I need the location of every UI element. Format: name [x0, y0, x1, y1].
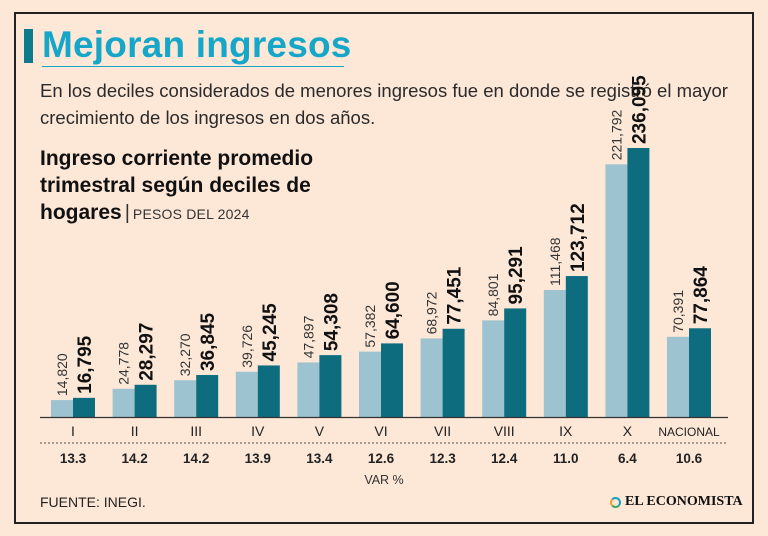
chart-title: Ingreso corriente promedio trimestral se…	[40, 145, 370, 228]
bar-2022	[359, 351, 381, 417]
bar-2024	[73, 397, 95, 417]
headline: Mejoran ingresos	[42, 24, 352, 65]
bar-2024	[442, 328, 465, 417]
var-pct-label: 13.3	[60, 451, 87, 466]
var-pct-label: 10.6	[676, 451, 703, 466]
data-label-2024: 36,845	[198, 312, 219, 371]
var-pct-label: 6.4	[618, 451, 637, 466]
bar-2022	[420, 338, 443, 417]
category-label: IV	[251, 423, 265, 439]
var-pct-caption: VAR %	[364, 473, 403, 487]
bar-2024	[257, 365, 280, 417]
data-label-2024: 123,712	[568, 203, 589, 272]
data-label-2024: 54,308	[321, 293, 342, 351]
data-label-2022: 84,801	[485, 273, 501, 316]
headline-underline	[42, 66, 344, 67]
chart-subtitle: PESOS DEL 2024	[132, 206, 250, 222]
data-label-2024: 64,600	[383, 281, 404, 339]
category-label: VIII	[494, 423, 515, 439]
bar-2022	[605, 164, 628, 417]
data-label-2022: 70,391	[670, 290, 686, 333]
bar-2022	[482, 320, 505, 417]
bar-2024	[565, 276, 588, 417]
bar-2024	[196, 375, 219, 417]
bar-2024	[504, 308, 527, 417]
bar-2022	[235, 371, 258, 417]
data-label-2024: 16,795	[75, 335, 96, 394]
chart-title-text: Ingreso corriente promedio trimestral se…	[40, 147, 314, 224]
category-label: II	[131, 423, 139, 439]
category-label: I	[71, 423, 75, 439]
bar-2022	[174, 380, 197, 417]
category-label: NACIONAL	[658, 425, 720, 439]
data-label-2022: 24,778	[116, 342, 132, 385]
category-label: IX	[559, 423, 573, 439]
logo-text: EL ECONOMISTA	[625, 494, 743, 509]
var-pct-label: 12.6	[368, 451, 395, 466]
category-label: V	[315, 423, 325, 439]
bar-2024	[689, 328, 711, 417]
var-pct-label: 12.3	[429, 451, 456, 466]
data-label-2022: 14,820	[54, 353, 70, 396]
data-label-2024: 77,451	[445, 266, 466, 325]
data-label-2022: 68,972	[424, 291, 440, 334]
var-pct-label: 13.4	[306, 451, 333, 466]
headline-accent-bar	[24, 29, 33, 63]
category-label: III	[190, 423, 202, 439]
data-label-2022: 57,382	[362, 305, 378, 348]
bar-2024	[381, 343, 403, 417]
bar-2022	[51, 400, 73, 417]
data-label-2024: 95,291	[506, 246, 527, 305]
bar-2022	[112, 388, 135, 417]
category-label: VII	[434, 423, 451, 439]
var-pct-label: 13.9	[245, 451, 271, 466]
var-pct-label: 14.2	[183, 451, 209, 466]
category-label: VI	[374, 423, 387, 439]
title-separator: |	[124, 202, 130, 224]
data-label-2022: 39,726	[239, 325, 255, 368]
bar-2022	[543, 289, 566, 417]
var-pct-label: 11.0	[553, 451, 579, 466]
data-label-2022: 47,897	[300, 315, 316, 358]
publisher-logo: EL ECONOMISTA	[610, 494, 743, 510]
data-label-2024: 45,245	[260, 303, 281, 362]
logo-mark-icon	[610, 496, 621, 508]
bar-2024	[319, 355, 342, 417]
data-label-2022: 32,270	[177, 333, 193, 376]
data-label-2024: 28,297	[137, 323, 158, 381]
bar-2024	[627, 148, 650, 417]
var-pct-label: 12.4	[491, 451, 518, 466]
data-label-2022: 221,792	[608, 109, 624, 160]
category-label: X	[623, 423, 633, 439]
source-note: FUENTE: INEGI.	[40, 494, 146, 510]
data-label-2024: 77,864	[691, 266, 712, 325]
data-label-2024: 236,095	[629, 75, 650, 144]
bar-2022	[667, 336, 689, 417]
data-label-2022: 111,468	[547, 237, 563, 286]
var-pct-label: 14.2	[121, 451, 147, 466]
lede-text: En los deciles considerados de menores i…	[40, 80, 728, 128]
bar-2024	[134, 384, 157, 417]
bar-2022	[297, 362, 320, 417]
